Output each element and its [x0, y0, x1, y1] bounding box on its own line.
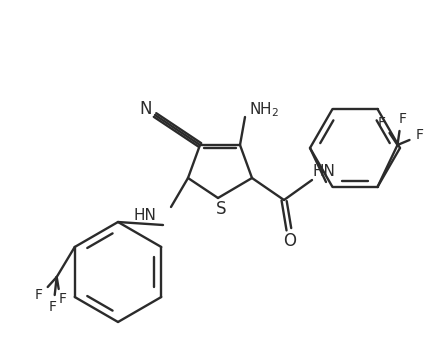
Text: HN: HN — [133, 208, 156, 222]
Text: F: F — [49, 300, 57, 314]
Text: F: F — [35, 288, 43, 302]
Text: O: O — [284, 232, 296, 250]
Text: F: F — [59, 292, 67, 306]
Text: HN: HN — [313, 163, 336, 178]
Text: F: F — [415, 128, 423, 142]
Text: S: S — [216, 200, 226, 218]
Text: F: F — [399, 112, 407, 126]
Text: F: F — [377, 116, 385, 130]
Text: N: N — [140, 100, 152, 118]
Text: NH$_2$: NH$_2$ — [249, 101, 279, 119]
